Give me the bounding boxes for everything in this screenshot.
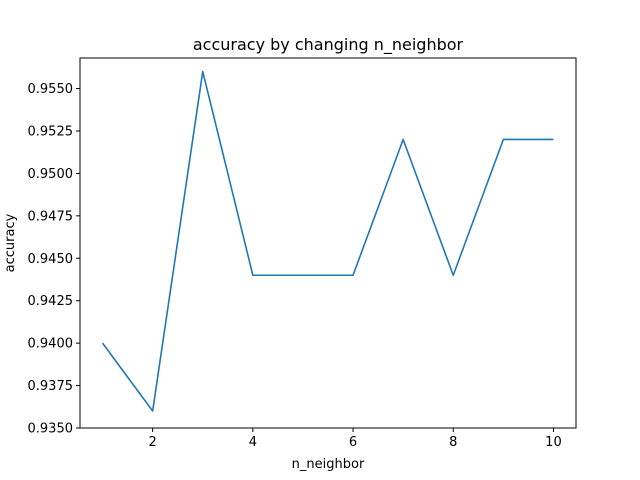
x-tick-label: 4 bbox=[249, 435, 257, 450]
series-group bbox=[101, 70, 554, 412]
x-tick-label: 8 bbox=[449, 435, 457, 450]
chart-title: accuracy by changing n_neighbor bbox=[193, 35, 464, 55]
x-tick-label: 6 bbox=[349, 435, 357, 450]
x-tick-label: 10 bbox=[545, 435, 562, 450]
x-axis-label: n_neighbor bbox=[292, 457, 365, 472]
y-tick-label: 0.9400 bbox=[28, 337, 74, 352]
y-tick-label: 0.9425 bbox=[28, 294, 74, 309]
y-tick-label: 0.9525 bbox=[28, 124, 74, 139]
y-tick-label: 0.9450 bbox=[28, 252, 74, 267]
y-tick-label: 0.9375 bbox=[28, 379, 74, 394]
x-tick-label: 2 bbox=[149, 435, 157, 450]
y-axis-label: accuracy bbox=[3, 213, 18, 272]
y-tick-label: 0.9350 bbox=[28, 422, 74, 437]
series-line bbox=[101, 70, 554, 412]
y-tick-label: 0.9550 bbox=[28, 82, 74, 97]
y-axis: 0.9350 0.9375 0.9400 0.9425 0.9450 0.9475 0.95… bbox=[28, 82, 80, 437]
x-axis: 2 4 6 8 10 bbox=[149, 428, 562, 450]
y-tick-label: 0.9475 bbox=[28, 209, 74, 224]
plot-frame bbox=[79, 57, 577, 429]
y-tick-label: 0.9500 bbox=[28, 167, 74, 182]
